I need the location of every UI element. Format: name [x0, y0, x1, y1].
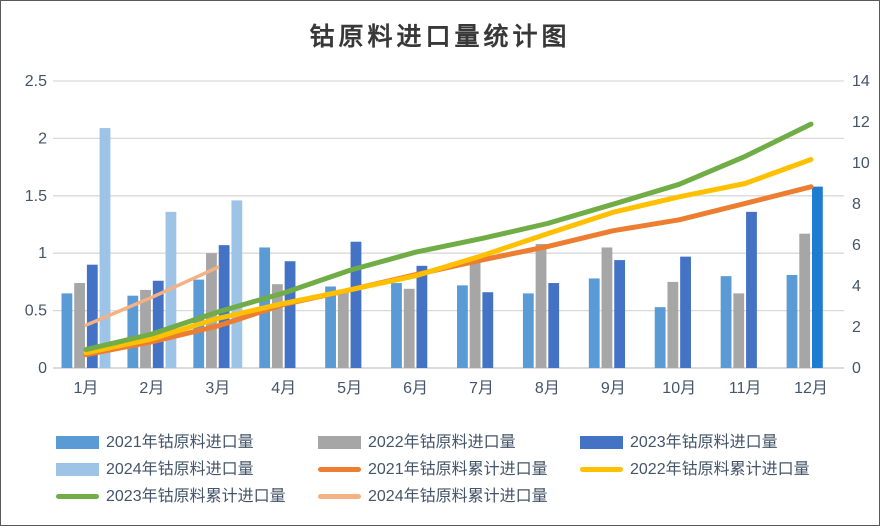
bar-2022年钴原料进口量-6月	[403, 288, 415, 368]
line-2022年钴原料累计进口量	[83, 157, 814, 356]
x-axis-label: 5月	[337, 380, 362, 397]
line-2021年钴原料累计进口量	[83, 184, 814, 358]
bar-2024年钴原料进口量-3月	[231, 200, 243, 368]
y-axis-label-left: 1	[38, 245, 47, 262]
chart-legend: 2021年钴原料进口量 2022年钴原料进口量 2023年钴原料进口量 2024年钴原…	[56, 429, 842, 510]
bar-2021年钴原料进口量-6月	[391, 283, 402, 368]
x-axis-label: 4月	[271, 380, 296, 397]
bar-2023年钴原料进口量-6月	[416, 265, 428, 368]
bar-2023年钴原料进口量-3月	[218, 245, 230, 368]
x-axis-label: 3月	[205, 380, 230, 397]
legend-label: 2024年钴原料进口量	[106, 460, 254, 478]
line-2024年钴原料累计进口量	[84, 265, 220, 327]
chart-title: 钴原料进口量统计图	[309, 24, 571, 51]
bar-2023年钴原料进口量-4月	[284, 261, 296, 368]
legend-swatch-line	[580, 467, 623, 472]
x-axis-label: 2月	[139, 380, 164, 397]
y-axis-label-right: 12	[852, 114, 870, 131]
bar-2022年钴原料进口量-2月	[140, 289, 151, 368]
x-axis-label: 10月	[662, 380, 696, 397]
legend-item-2023年钴原料累计进口量: 2023年钴原料累计进口量	[56, 487, 318, 505]
y-axis-label-right: 14	[852, 73, 870, 90]
bar-2021年钴原料进口量-12月	[786, 275, 798, 368]
bar-2021年钴原料进口量-1月	[61, 293, 73, 368]
bar-2022年钴原料进口量-8月	[535, 244, 547, 368]
bar-2023年钴原料进口量-11月	[746, 211, 757, 368]
combo-chart-plot: 2.5 2 1.5 1 0.5 0 14 12 10 8 6 4 2 0 1月 2月 3月 4月 5月 6月 7月 8月 9…	[25, 73, 870, 397]
bar-2023年钴原料进口量-7月	[482, 292, 494, 368]
bar-2024年钴原料进口量-1月	[99, 128, 111, 368]
bar-2021年钴原料进口量-11月	[720, 276, 732, 368]
bar-2022年钴原料进口量-3月	[206, 253, 217, 368]
bar-2023年钴原料进口量-10月	[680, 256, 691, 368]
legend-label: 2023年钴原料累计进口量	[106, 487, 286, 505]
bar-2022年钴原料进口量-7月	[469, 256, 481, 368]
legend-item-2022年钴原料进口量: 2022年钴原料进口量	[318, 433, 580, 451]
legend-label: 2021年钴原料累计进口量	[368, 460, 548, 478]
bar-2023年钴原料进口量-5月	[350, 241, 362, 368]
legend-item-2021年钴原料累计进口量: 2021年钴原料累计进口量	[318, 460, 580, 478]
legend-item-2021年钴原料进口量: 2021年钴原料进口量	[56, 433, 318, 451]
legend-label: 2023年钴原料进口量	[630, 433, 778, 451]
legend-swatch-bar	[56, 463, 99, 476]
bar-2022年钴原料进口量-12月	[799, 233, 811, 368]
x-axis-label: 11月	[729, 380, 762, 397]
legend-swatch-bar	[580, 436, 623, 449]
y-axis-label-right: 0	[852, 360, 861, 377]
bar-2021年钴原料进口量-8月	[522, 293, 534, 368]
y-axis-label-right: 6	[852, 237, 861, 254]
legend-swatch-line	[318, 467, 361, 472]
x-axis-label: 9月	[601, 380, 626, 397]
bar-2023年钴原料进口量-9月	[614, 260, 626, 368]
bar-2021年钴原料进口量-5月	[325, 286, 336, 368]
y-axis-label-right: 2	[852, 319, 861, 336]
bar-2021年钴原料进口量-7月	[457, 285, 468, 368]
bar-2022年钴原料进口量-9月	[601, 247, 613, 368]
bar-2023年钴原料进口量-2月	[152, 280, 164, 368]
bar-2021年钴原料进口量-2月	[127, 295, 139, 368]
bar-2023年钴原料进口量-12月	[811, 186, 823, 368]
x-axis-label: 7月	[469, 380, 494, 397]
y-axis-label-left: 0.5	[25, 303, 47, 320]
y-axis-label-left: 1.5	[25, 188, 47, 205]
y-axis-label-left: 2.5	[25, 73, 47, 90]
bar-2022年钴原料进口量-11月	[733, 293, 745, 368]
bar-2023年钴原料进口量-1月	[86, 264, 98, 368]
legend-swatch-bar	[318, 436, 361, 449]
y-axis-label-left: 2	[38, 130, 47, 147]
x-axis-label: 6月	[403, 380, 428, 397]
legend-item-2024年钴原料累计进口量: 2024年钴原料累计进口量	[318, 487, 580, 505]
bar-2022年钴原料进口量-5月	[337, 292, 349, 368]
legend-label: 2024年钴原料累计进口量	[368, 487, 548, 505]
legend-item-2024年钴原料进口量: 2024年钴原料进口量	[56, 460, 318, 478]
bar-2021年钴原料进口量-10月	[654, 307, 666, 368]
legend-swatch-line	[56, 494, 99, 499]
x-axis-label: 1月	[74, 380, 99, 397]
bar-2022年钴原料进口量-1月	[74, 283, 86, 368]
y-axis-label-left: 0	[38, 360, 47, 377]
y-axis-label-right: 10	[852, 155, 870, 172]
legend-label: 2021年钴原料进口量	[106, 433, 254, 451]
bar-2023年钴原料进口量-8月	[548, 283, 560, 368]
x-axis-label: 12月	[794, 380, 828, 397]
legend-item-2023年钴原料进口量: 2023年钴原料进口量	[580, 433, 842, 451]
y-axis-label-right: 4	[852, 278, 861, 295]
legend-label: 2022年钴原料进口量	[368, 433, 516, 451]
bar-2022年钴原料进口量-4月	[271, 284, 283, 368]
legend-swatch-line	[318, 494, 361, 499]
legend-item-2022年钴原料累计进口量: 2022年钴原料累计进口量	[580, 460, 842, 478]
bar-2022年钴原料进口量-10月	[667, 281, 679, 368]
line-2023年钴原料累计进口量	[83, 121, 814, 353]
x-axis-label: 8月	[535, 380, 560, 397]
bar-2021年钴原料进口量-9月	[588, 278, 600, 368]
y-axis-label-right: 8	[852, 196, 861, 213]
legend-label: 2022年钴原料累计进口量	[630, 460, 810, 478]
legend-swatch-bar	[56, 436, 99, 449]
